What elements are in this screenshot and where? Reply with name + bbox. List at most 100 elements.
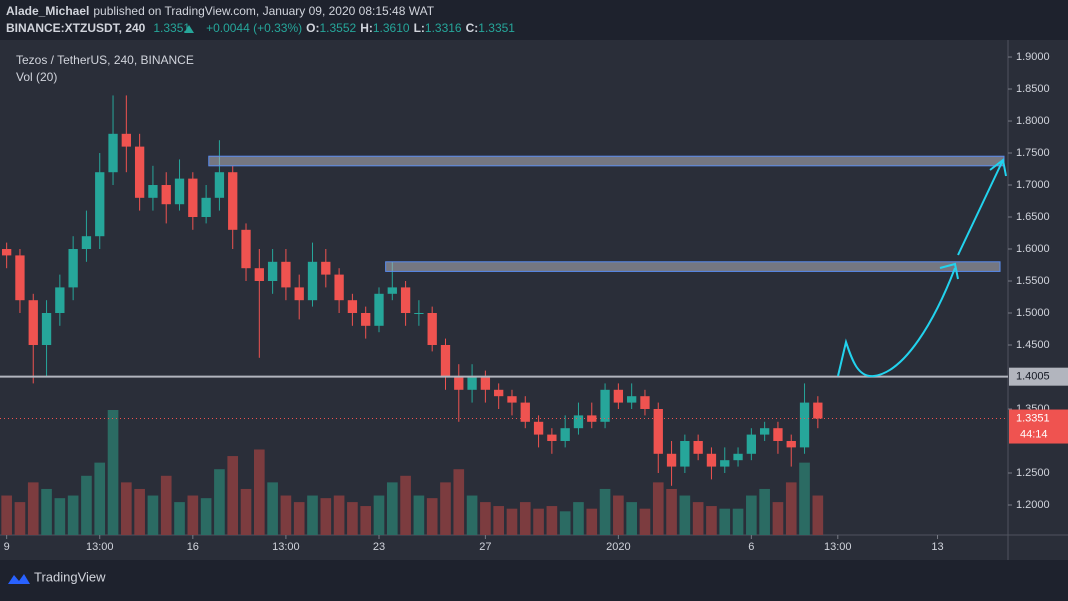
o: 1.3552 bbox=[319, 21, 356, 35]
y-tick-label: 1.9000 bbox=[1016, 51, 1050, 63]
volume-bar bbox=[652, 482, 664, 535]
candle-body bbox=[813, 402, 823, 419]
candle-body bbox=[587, 415, 597, 422]
candle-body bbox=[773, 428, 783, 441]
candle-body bbox=[55, 287, 65, 314]
volume-bar bbox=[785, 482, 797, 535]
y-tick-label: 1.7000 bbox=[1016, 179, 1050, 191]
x-tick-label: 6 bbox=[748, 541, 754, 553]
last: 1.3351 bbox=[153, 21, 190, 35]
x-tick-label: 13:00 bbox=[86, 541, 114, 553]
y-tick-label: 1.7500 bbox=[1016, 147, 1050, 159]
volume-bar bbox=[360, 506, 372, 535]
candle-body bbox=[480, 376, 491, 390]
x-tick-label: 13:00 bbox=[272, 541, 300, 553]
volume-bar bbox=[320, 498, 332, 535]
candle-body bbox=[467, 376, 477, 390]
volume-bar bbox=[333, 495, 345, 535]
candle-body bbox=[387, 287, 397, 294]
candle-body bbox=[720, 460, 730, 467]
author: Alade_Michael bbox=[6, 4, 89, 18]
c-label: C: bbox=[466, 21, 479, 35]
l: 1.3316 bbox=[425, 21, 462, 35]
volume-bar bbox=[666, 488, 677, 535]
candle-body bbox=[148, 185, 158, 198]
price-axis-background bbox=[1008, 40, 1068, 535]
chart-title: Tezos / TetherUS, 240, BINANCE bbox=[16, 53, 194, 67]
candle-body bbox=[600, 389, 610, 422]
candle-body bbox=[95, 172, 105, 237]
x-tick-label: 16 bbox=[187, 541, 199, 553]
volume-bar bbox=[267, 482, 278, 535]
candle-body bbox=[666, 453, 677, 467]
candle-body bbox=[121, 133, 131, 147]
volume-bar bbox=[466, 495, 478, 535]
volume-bar bbox=[692, 502, 704, 535]
volume-bar bbox=[253, 449, 265, 535]
volume-bar bbox=[732, 508, 744, 535]
level-label: 1.4005 bbox=[1016, 371, 1050, 383]
candle-body bbox=[254, 268, 264, 282]
volume-bar bbox=[1, 495, 12, 535]
candle-body bbox=[228, 172, 238, 230]
volume-bar bbox=[400, 475, 411, 535]
volume-bar bbox=[174, 502, 185, 535]
candle-body bbox=[41, 313, 52, 345]
volume-bar bbox=[14, 502, 26, 535]
volume-bar bbox=[440, 482, 451, 535]
y-tick-label: 1.6000 bbox=[1016, 243, 1050, 255]
volume-bar bbox=[54, 498, 66, 535]
volume-bar bbox=[293, 502, 305, 535]
volume-bar bbox=[746, 495, 757, 535]
candle-body bbox=[680, 440, 690, 467]
candle-body bbox=[214, 172, 225, 198]
volume-bar bbox=[519, 502, 531, 535]
l-label: L: bbox=[414, 21, 425, 35]
c: 1.3351 bbox=[478, 21, 515, 35]
candle-body bbox=[640, 396, 650, 409]
y-tick-label: 1.8000 bbox=[1016, 115, 1050, 127]
candle-body bbox=[374, 293, 384, 326]
volume-bar bbox=[626, 502, 637, 535]
volume-bar bbox=[426, 498, 438, 535]
plot: 1.9000 1.8500 1.8000 1.7500 1.7000 1.6500 1.60… bbox=[0, 51, 1050, 553]
volume-bar bbox=[27, 482, 39, 535]
last-price-box bbox=[1009, 409, 1068, 444]
symbol: BINANCE:XTZUSDT, 240 bbox=[6, 21, 146, 35]
up-arrow-icon bbox=[184, 25, 194, 33]
volume-bar bbox=[480, 502, 491, 535]
candle-body bbox=[786, 440, 796, 448]
candle-body bbox=[533, 421, 544, 435]
candle-body bbox=[746, 434, 756, 454]
candle-body bbox=[799, 402, 810, 448]
brand-logo bbox=[8, 574, 30, 584]
candle-body bbox=[613, 389, 624, 403]
volume-bar bbox=[453, 469, 465, 535]
volume-bar bbox=[280, 495, 292, 535]
header-line: Alade_Michael published on TradingView.co… bbox=[6, 4, 435, 18]
x-tick-label: 9 bbox=[4, 541, 10, 553]
candle-body bbox=[81, 236, 92, 250]
volume-bar bbox=[67, 495, 79, 535]
candle-body bbox=[520, 402, 530, 422]
candle-body bbox=[294, 287, 304, 301]
candle-body bbox=[693, 440, 703, 454]
candle-body bbox=[454, 376, 464, 390]
candle-body bbox=[267, 261, 278, 282]
volume-bar bbox=[240, 488, 252, 535]
arrow-head bbox=[989, 158, 1007, 177]
candle-body bbox=[68, 249, 78, 288]
resistance-zone bbox=[385, 261, 1001, 272]
volume-bar bbox=[559, 511, 571, 535]
volume-bar bbox=[586, 508, 598, 535]
candle-body bbox=[307, 261, 318, 301]
arrow-head bbox=[939, 262, 959, 280]
published: published on TradingView.com, January 09… bbox=[93, 4, 434, 18]
time-axis-background bbox=[0, 535, 1068, 560]
volume-bar bbox=[706, 506, 717, 535]
o-label: O: bbox=[306, 21, 319, 35]
volume-bar bbox=[493, 506, 504, 535]
volume-bar bbox=[613, 495, 624, 535]
candle-body bbox=[560, 428, 570, 441]
